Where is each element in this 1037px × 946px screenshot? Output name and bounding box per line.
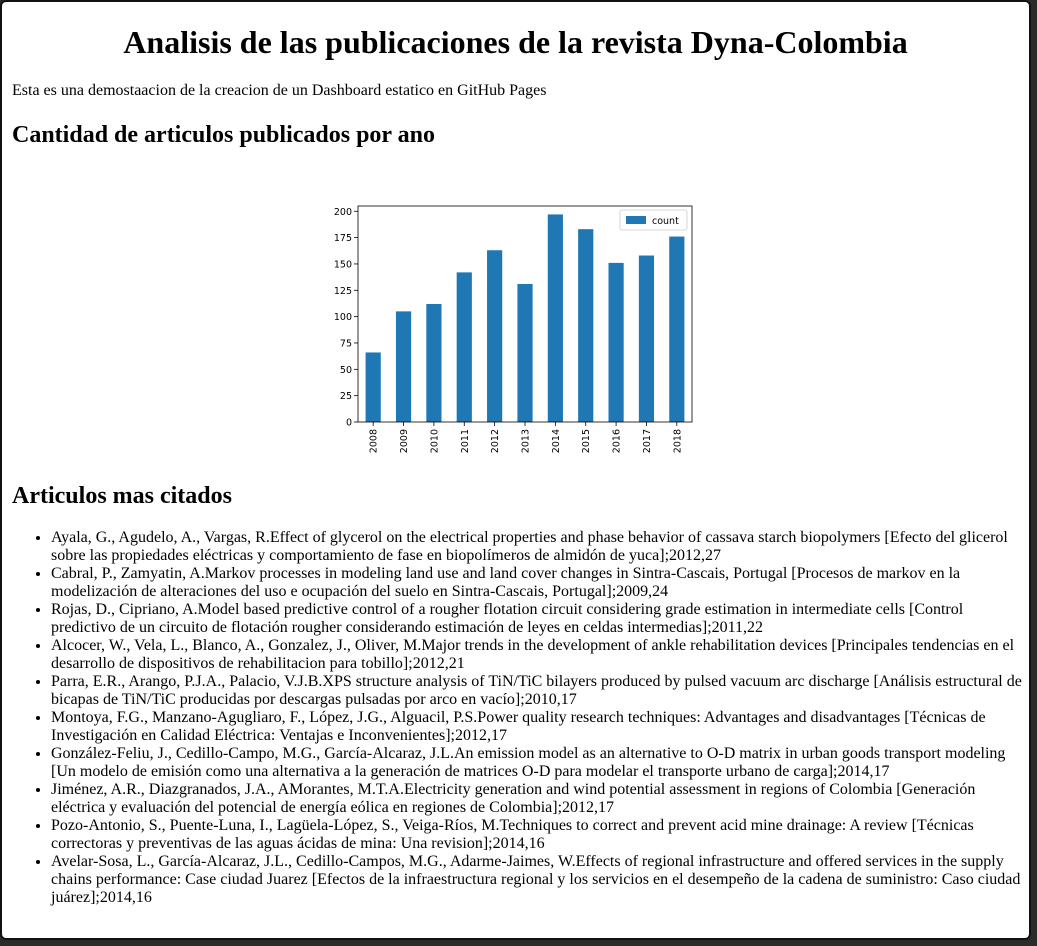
x-tick-label: 2008 <box>369 429 380 453</box>
bar-2012 <box>487 250 503 422</box>
bar-2010 <box>426 303 442 422</box>
chart-section-heading: Cantidad de articulos publicados por ano <box>12 122 435 148</box>
bar-2011 <box>456 272 472 422</box>
bar-chart-svg: 2008 2009 2010 2011 2012 2013 2014 2015 2016 2017… <box>334 205 693 453</box>
bar-2017 <box>638 255 655 422</box>
x-tick-label: 2013 <box>521 429 532 453</box>
y-tick-label: 75 <box>340 338 352 349</box>
x-tick-label: 2009 <box>399 429 410 453</box>
cited-articles-list: Ayala, G., Agudelo, A., Vargas, R.Effect… <box>2 529 1027 907</box>
cited-article-item: Parra, E.R., Arango, P.J.A., Palacio, V.… <box>51 673 1027 709</box>
cited-article-item: Montoya, F.G., Manzano-Agugliaro, F., Ló… <box>51 709 1027 745</box>
x-tick-label: 2010 <box>429 429 440 453</box>
legend-swatch <box>626 216 646 224</box>
x-tick-label: 2011 <box>460 429 471 453</box>
cited-article-item: Pozo-Antonio, S., Puente-Luna, I., Lagüe… <box>51 817 1027 853</box>
y-tick-label: 100 <box>334 312 352 323</box>
x-tick-label: 2015 <box>581 429 592 453</box>
bar-2009 <box>395 311 412 422</box>
bar-2014 <box>547 214 563 422</box>
intro-text: Esta es una demostaacion de la creacion … <box>12 82 547 99</box>
cited-article-item: Avelar-Sosa, L., García-Alcaraz, J.L., C… <box>51 853 1027 907</box>
page-title: Analisis de las publicaciones de la revi… <box>123 24 908 60</box>
x-tick-label: 2016 <box>612 429 623 453</box>
y-tick-label: 125 <box>334 286 352 297</box>
y-tick-label: 150 <box>334 259 352 270</box>
cited-section-heading: Articulos mas citados <box>12 483 232 509</box>
cited-article-item: Alcocer, W., Vela, L., Blanco, A., Gonza… <box>51 637 1027 673</box>
x-tick-label: 2018 <box>672 429 683 453</box>
y-tick-label: 25 <box>340 391 352 402</box>
y-tick-label: 0 <box>346 418 352 429</box>
cited-article-item: Ayala, G., Agudelo, A., Vargas, R.Effect… <box>51 529 1027 565</box>
bar-2013 <box>517 283 533 422</box>
bar-2016 <box>608 262 624 422</box>
y-tick-label: 175 <box>334 233 352 244</box>
cited-article-item: Jiménez, A.R., Diazgranados, J.A., AMora… <box>51 781 1027 817</box>
y-tick-label: 50 <box>340 365 352 376</box>
x-tick-label: 2012 <box>490 429 501 453</box>
cited-article-item: Rojas, D., Cipriano, A.Model based predi… <box>51 601 1027 637</box>
bar-2018 <box>669 236 685 422</box>
cited-article-item: Cabral, P., Zamyatin, A.Markov processes… <box>51 565 1027 601</box>
bar-2015 <box>578 229 594 422</box>
y-tick-label: 200 <box>334 207 352 218</box>
x-tick-label: 2017 <box>642 429 653 453</box>
legend-box <box>619 209 688 231</box>
plot-frame <box>357 205 693 423</box>
legend-label: count <box>652 216 679 227</box>
cited-article-item: González-Feliu, J., Cedillo-Campo, M.G.,… <box>51 745 1027 781</box>
bar-chart: 2008 2009 2010 2011 2012 2013 2014 2015 2016 2017… <box>320 200 700 462</box>
bar-2008 <box>365 352 381 422</box>
x-tick-label: 2014 <box>551 429 562 453</box>
